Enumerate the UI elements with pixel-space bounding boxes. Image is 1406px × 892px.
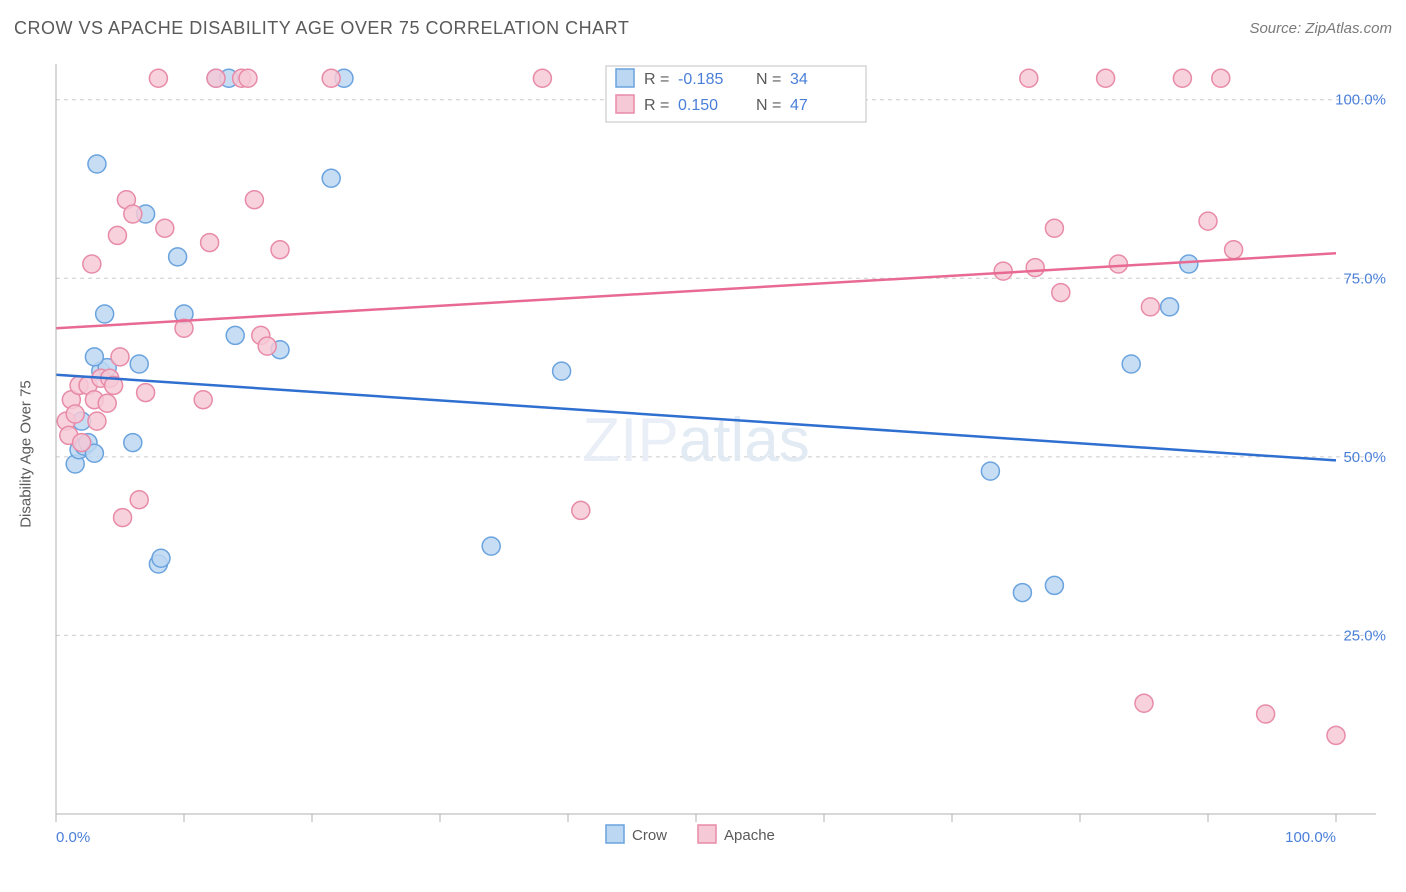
data-point [66,405,84,423]
data-point [1257,705,1275,723]
data-point [83,255,101,273]
data-point [194,391,212,409]
data-point [1052,284,1070,302]
data-point [108,226,126,244]
y-tick-label: 25.0% [1343,627,1386,644]
data-point [1045,576,1063,594]
bottom-legend-swatch [606,825,624,843]
data-point [1173,69,1191,87]
data-point [533,69,551,87]
data-point [85,348,103,366]
y-tick-label: 75.0% [1343,270,1386,287]
trend-line [56,253,1336,328]
legend-swatch [616,69,634,87]
data-point [271,241,289,259]
data-point [1225,241,1243,259]
chart-title: CROW VS APACHE DISABILITY AGE OVER 75 CO… [14,18,629,38]
data-point [130,355,148,373]
data-point [226,326,244,344]
data-point [1109,255,1127,273]
data-point [156,219,174,237]
data-point [1180,255,1198,273]
data-point [169,248,187,266]
data-point [130,491,148,509]
data-point [994,262,1012,280]
data-point [1045,219,1063,237]
data-point [88,155,106,173]
data-point [1135,694,1153,712]
data-point [111,348,129,366]
data-point [239,69,257,87]
x-tick-label: 0.0% [56,829,90,846]
legend-swatch [616,95,634,113]
data-point [96,305,114,323]
bottom-legend-swatch [698,825,716,843]
data-point [322,69,340,87]
data-point [1327,726,1345,744]
legend-n-label: N = [756,71,781,88]
data-point [1199,212,1217,230]
data-point [124,434,142,452]
scatter-plot: 25.0%50.0%75.0%100.0%ZIPatlas0.0%100.0%R… [46,54,1392,854]
data-point [553,362,571,380]
data-point [1212,69,1230,87]
legend-r-label: R = [644,97,669,114]
data-point [572,501,590,519]
data-point [152,549,170,567]
y-axis-title: Disability Age Over 75 [18,380,35,528]
data-point [322,169,340,187]
chart-container: Disability Age Over 75 25.0% 50.0% 75.0% 10… [14,54,1392,854]
source-attribution: Source: ZipAtlas.com [1249,20,1392,37]
x-tick-label: 100.0% [1285,829,1336,846]
bottom-legend-label: Apache [724,827,775,844]
y-tick-label: 50.0% [1343,449,1386,466]
data-point [1097,69,1115,87]
legend-n-value: 34 [790,71,808,88]
data-point [482,537,500,555]
data-point [1026,259,1044,277]
data-point [1141,298,1159,316]
data-point [124,205,142,223]
data-point [73,434,91,452]
legend-r-value: -0.185 [678,71,723,88]
data-point [1020,69,1038,87]
legend-r-label: R = [644,71,669,88]
data-point [88,412,106,430]
legend-r-value: 0.150 [678,97,718,114]
data-point [201,234,219,252]
data-point [258,337,276,355]
legend-n-value: 47 [790,97,808,114]
data-point [137,384,155,402]
data-point [207,69,225,87]
data-point [98,394,116,412]
data-point [1122,355,1140,373]
data-point [245,191,263,209]
data-point [1013,584,1031,602]
data-point [981,462,999,480]
bottom-legend-label: Crow [632,827,667,844]
data-point [1161,298,1179,316]
y-tick-label: 100.0% [1335,92,1386,109]
data-point [114,509,132,527]
data-point [149,69,167,87]
legend-n-label: N = [756,97,781,114]
